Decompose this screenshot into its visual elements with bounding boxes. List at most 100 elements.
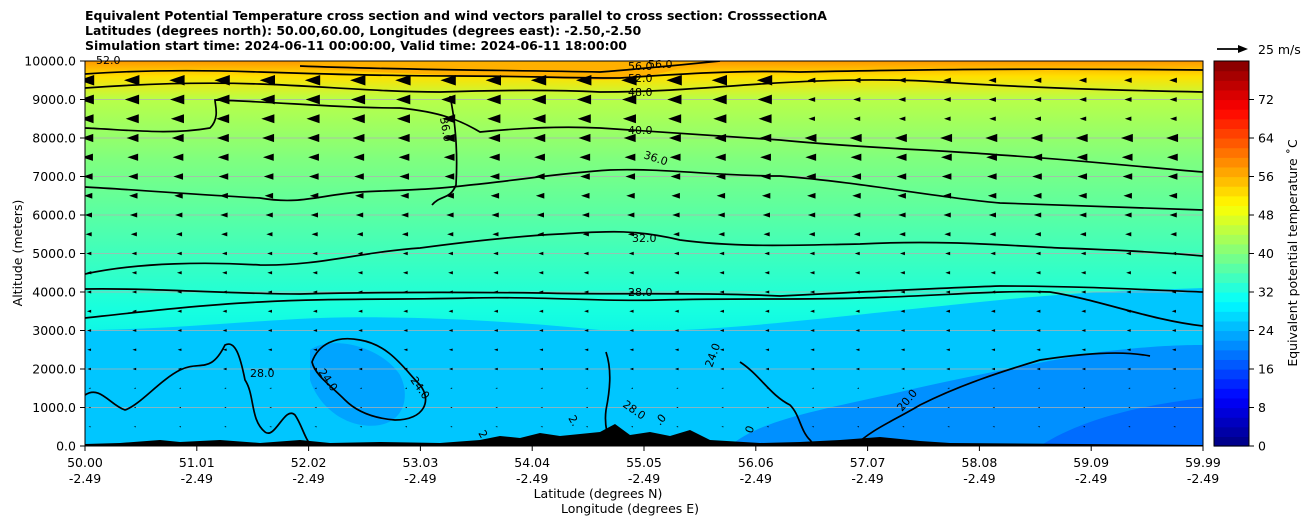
colorbar-band <box>1214 369 1249 380</box>
wind-vector <box>172 153 184 161</box>
wind-vector <box>531 94 546 105</box>
wind-vector <box>945 290 951 294</box>
wind-vector <box>765 367 769 371</box>
wind-vector <box>851 173 862 180</box>
wind-vector <box>267 251 273 256</box>
wind-vector <box>177 348 182 352</box>
wind-vector <box>397 133 410 143</box>
x-tick-label-lat: 59.99 <box>1185 455 1221 470</box>
wind-vector <box>1126 290 1131 294</box>
wind-vector <box>309 192 319 199</box>
x-tick-label-lat: 55.05 <box>626 455 662 470</box>
y-tick-label: 5000.0 <box>32 246 76 261</box>
wind-vector <box>312 290 318 294</box>
wind-vector <box>264 192 274 199</box>
colorbar-band <box>1214 349 1249 360</box>
wind-vector <box>132 348 137 352</box>
y-tick-label: 6000.0 <box>32 208 76 223</box>
wind-vector <box>356 232 363 237</box>
wind-vector <box>991 367 995 371</box>
colorbar-tick-label: 48 <box>1258 208 1274 223</box>
wind-vector <box>810 329 815 332</box>
wind-vector <box>1172 367 1176 371</box>
wind-vector <box>628 271 634 275</box>
wind-vector <box>1081 367 1086 371</box>
wind-vector <box>494 348 498 352</box>
wind-vector <box>1081 290 1086 294</box>
wind-vector <box>811 426 814 428</box>
wind-vector <box>943 97 951 102</box>
x-axis-label: Latitude (degrees N) <box>534 486 663 501</box>
wind-vector <box>450 426 453 428</box>
wind-vector <box>941 173 952 180</box>
wind-vector <box>946 367 950 371</box>
wind-vector <box>350 75 366 86</box>
wind-vector <box>88 426 91 428</box>
wind-vector <box>540 406 543 409</box>
x-tick-label-lat: 54.04 <box>514 455 550 470</box>
wind-vector <box>1173 406 1176 409</box>
wind-vector <box>131 271 137 275</box>
wind-vector <box>485 75 501 86</box>
x-tick-label-lat: 53.03 <box>403 455 439 470</box>
wind-vector <box>721 426 724 428</box>
wind-vector <box>178 426 181 428</box>
wind-vector <box>1169 212 1177 218</box>
wind-vector <box>268 348 272 352</box>
wind-vector <box>900 329 905 332</box>
wind-vector <box>178 387 181 389</box>
wind-vector <box>401 232 409 237</box>
wind-vector <box>1124 116 1132 121</box>
colorbar-band <box>1214 378 1249 389</box>
wind-vector <box>765 348 770 352</box>
colorbar-band <box>1214 340 1249 351</box>
colorbar-band <box>1214 436 1249 447</box>
wind-vector <box>674 271 679 275</box>
wind-vector <box>403 367 408 371</box>
wind-vector <box>673 251 679 256</box>
wind-vector <box>627 232 635 237</box>
wind-vector <box>125 114 139 124</box>
wind-vector <box>354 173 364 180</box>
wind-vector <box>1171 329 1176 332</box>
wind-vector <box>622 94 637 105</box>
wind-vector <box>756 75 773 86</box>
wind-vector <box>1125 232 1132 237</box>
wind-vector <box>898 116 906 121</box>
colorbar-band <box>1214 426 1249 437</box>
wind-vector <box>492 232 499 237</box>
wind-vector <box>495 406 498 409</box>
wind-vector <box>1082 426 1085 428</box>
wind-vector <box>127 153 139 161</box>
wind-vector <box>267 290 273 294</box>
wind-vector <box>989 116 996 121</box>
wind-vector <box>947 387 950 389</box>
wind-vector <box>1082 406 1085 409</box>
wind-vector <box>85 133 94 143</box>
wind-vector <box>174 192 183 199</box>
contour-label-group: 28.0 24.0 24.0 24.0 20.0 28.0 32.0 28.0 … <box>96 54 920 444</box>
wind-vector <box>667 94 682 105</box>
wind-vector <box>87 348 92 352</box>
wind-vector <box>224 426 227 428</box>
wind-vector <box>584 367 589 371</box>
wind-vector <box>85 192 93 199</box>
wind-vector <box>945 271 951 275</box>
wind-vector <box>448 329 453 332</box>
wind-vector <box>133 387 136 389</box>
wind-vector <box>1033 77 1042 83</box>
wind-vector <box>1037 406 1040 409</box>
wind-vector <box>490 192 500 199</box>
wind-vector <box>133 426 136 428</box>
wind-vector <box>810 309 815 313</box>
wind-vector <box>992 406 995 409</box>
wind-vector <box>585 426 588 428</box>
x-tick-label-lon: -2.49 <box>963 471 995 486</box>
wind-vector <box>988 97 996 102</box>
wind-vector <box>852 192 861 199</box>
colorbar-tick-label: 24 <box>1258 323 1274 338</box>
colorbar-tick-label: 56 <box>1258 169 1274 184</box>
wind-vector <box>171 133 184 143</box>
wind-vector <box>85 75 95 86</box>
wind-vector <box>902 387 905 389</box>
